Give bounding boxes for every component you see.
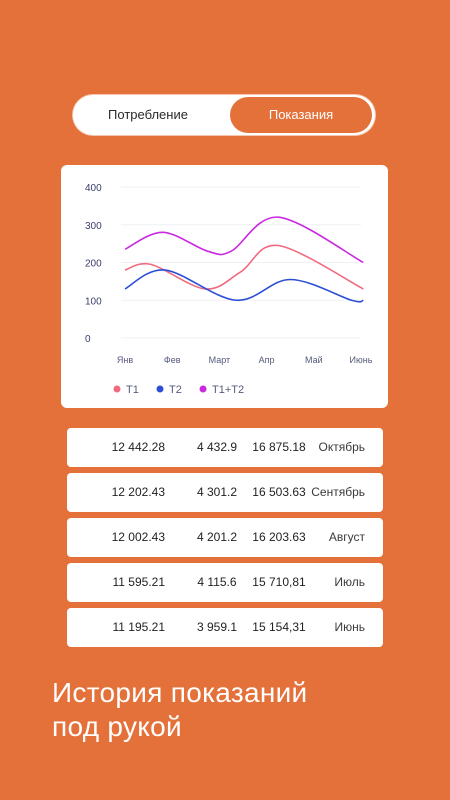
t2-value: 3 959.1 bbox=[196, 620, 238, 634]
list-item[interactable]: 11 195.21 3 959.1 15 154,31 Июнь bbox=[67, 608, 383, 647]
readings-list: 12 442.28 4 432.9 16 875.18 Октябрь 12 2… bbox=[67, 428, 383, 653]
headline-line-1: История показаний bbox=[52, 677, 308, 708]
headline-line-2: под рукой bbox=[52, 711, 182, 742]
total-value: 16 875.18 bbox=[252, 440, 306, 454]
t2-value: 4 201.2 bbox=[196, 530, 238, 544]
list-item[interactable]: 12 202.43 4 301.2 16 503.63 Сентябрь bbox=[67, 473, 383, 512]
total-value: 16 503.63 bbox=[252, 485, 306, 499]
t1-value: 11 195.21 bbox=[112, 620, 166, 634]
series-line-t2 bbox=[124, 269, 364, 303]
month-label: Октябрь bbox=[318, 440, 365, 454]
list-item[interactable]: 11 595.21 4 115.6 15 710,81 Июль bbox=[67, 563, 383, 602]
list-item[interactable]: 12 442.28 4 432.9 16 875.18 Октябрь bbox=[67, 428, 383, 467]
legend-marker bbox=[113, 385, 121, 393]
month-label: Июль bbox=[334, 575, 365, 589]
t1-value: 12 442.28 bbox=[111, 440, 165, 454]
x-tick-label: Фев bbox=[164, 355, 181, 365]
y-tick-label: 200 bbox=[85, 259, 102, 270]
legend-label: T2 bbox=[169, 384, 182, 396]
t2-value: 4 115.6 bbox=[197, 575, 237, 589]
promo-headline: История показаний под рукой bbox=[52, 676, 432, 744]
month-label: Сентябрь bbox=[311, 485, 365, 499]
x-tick-label: Март bbox=[209, 355, 231, 365]
x-tick-label: Янв bbox=[117, 355, 133, 365]
y-tick-label: 100 bbox=[85, 296, 102, 307]
chart-card: 400 300 200 100 0 Янв Фев Март Апр Май Июнь T1 T2 T1+… bbox=[61, 165, 388, 408]
series-line-t1-t2 bbox=[124, 216, 364, 264]
series-line-t1 bbox=[124, 244, 364, 290]
t2-value: 4 432.9 bbox=[196, 440, 238, 454]
list-item[interactable]: 12 002.43 4 201.2 16 203.63 Август bbox=[67, 518, 383, 557]
y-tick-label: 400 bbox=[85, 183, 102, 194]
month-label: Август bbox=[328, 530, 365, 544]
mode-toggle: Потребление Показания bbox=[73, 95, 375, 135]
t1-value: 12 002.43 bbox=[111, 530, 165, 544]
total-value: 16 203.63 bbox=[252, 530, 306, 544]
x-tick-label: Май bbox=[305, 355, 323, 365]
x-tick-label: Апр bbox=[259, 355, 275, 365]
y-tick-label: 0 bbox=[85, 334, 91, 345]
t1-value: 11 595.21 bbox=[112, 575, 166, 589]
month-label: Июнь bbox=[334, 620, 365, 634]
x-tick-label: Июнь bbox=[350, 355, 373, 365]
y-tick-label: 300 bbox=[85, 221, 102, 232]
legend-marker bbox=[199, 385, 207, 393]
legend-label: T1 bbox=[126, 384, 139, 396]
total-value: 15 710,81 bbox=[252, 575, 306, 589]
t2-value: 4 301.2 bbox=[196, 485, 238, 499]
legend-marker bbox=[156, 385, 164, 393]
t1-value: 12 202.43 bbox=[111, 485, 165, 499]
total-value: 15 154,31 bbox=[252, 620, 306, 634]
legend-label: T1+T2 bbox=[212, 384, 244, 396]
readings-chart: 400 300 200 100 0 Янв Фев Март Апр Май Июнь T1 T2 T1+… bbox=[85, 183, 373, 396]
tab-readings[interactable]: Показания bbox=[230, 97, 372, 133]
tab-consumption[interactable]: Потребление bbox=[108, 107, 188, 122]
